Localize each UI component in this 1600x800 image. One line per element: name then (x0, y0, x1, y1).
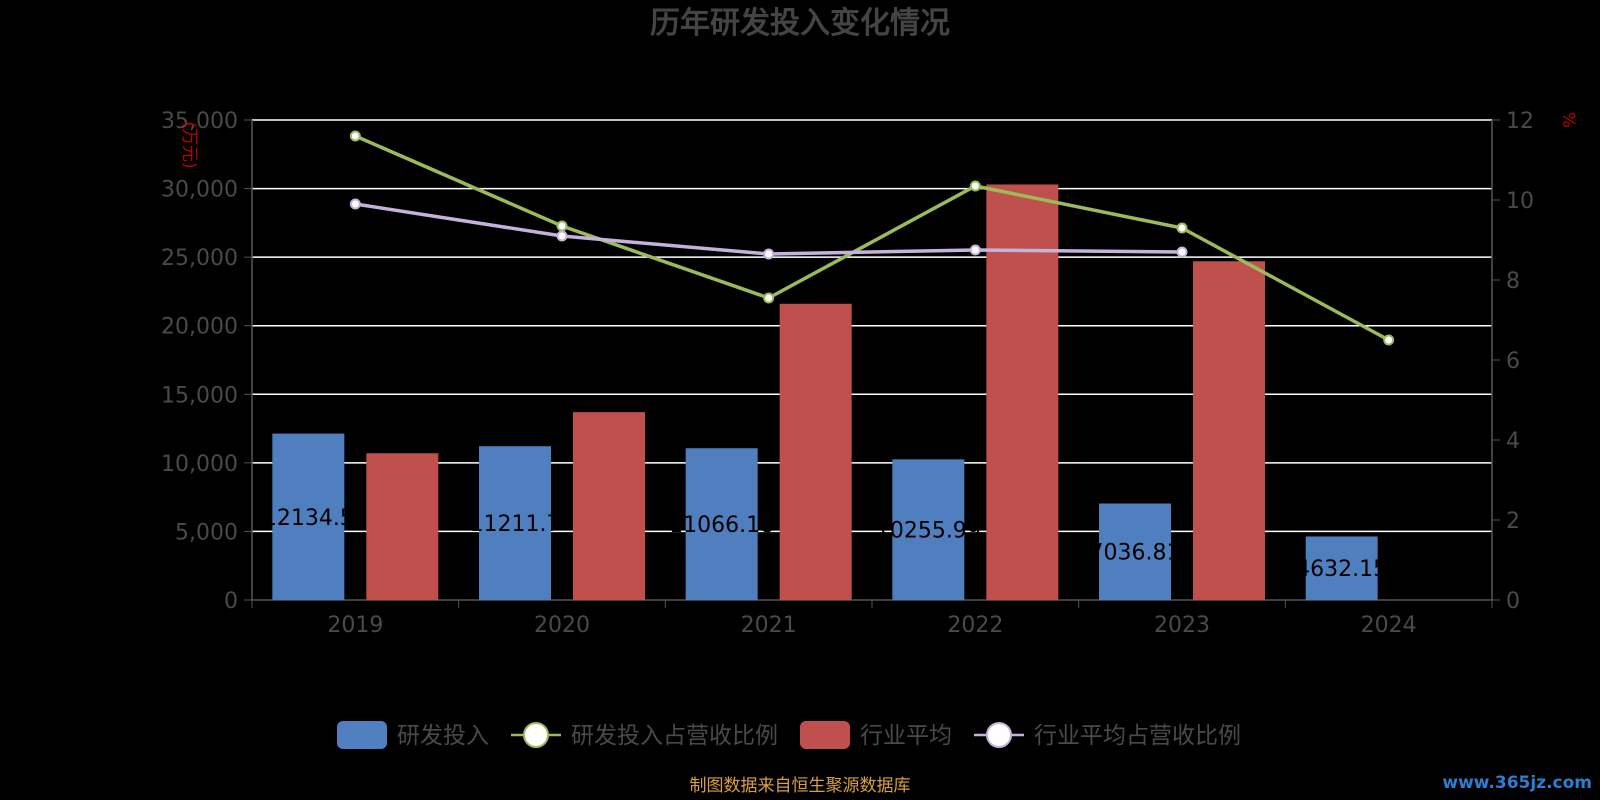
point-研发投入占营收比例 (969, 180, 981, 192)
bar-label: 4632.15 (1296, 557, 1387, 582)
bar-行业平均-2023 (1193, 261, 1265, 600)
legend-marker-研发投入占营收比例 (523, 722, 549, 748)
bar-行业平均-2021 (779, 303, 852, 600)
right-tick-label: 4 (1506, 429, 1520, 454)
right-axis-unit: % (1558, 112, 1578, 128)
x-tick-label: 2022 (947, 613, 1003, 638)
point-行业平均占营收比例 (969, 244, 981, 256)
point-研发投入占营收比例 (556, 220, 568, 232)
x-tick-label: 2019 (327, 613, 383, 638)
left-tick-label: 30,000 (161, 178, 238, 203)
point-研发投入占营收比例 (1383, 334, 1395, 346)
legend-swatch-研发投入 (337, 721, 387, 749)
point-研发投入占营收比例 (1176, 222, 1188, 234)
point-研发投入占营收比例 (763, 292, 775, 304)
bar-研发投入-2024 (1305, 536, 1378, 600)
line-研发投入占营收比例 (354, 134, 1390, 342)
bars (272, 184, 1378, 600)
source-note: 制图数据来自恒生聚源数据库 (690, 776, 911, 796)
bar-label: 12134.5 (263, 506, 354, 531)
point-行业平均占营收比例 (1176, 246, 1188, 258)
point-行业平均占营收比例 (763, 248, 775, 260)
point-研发投入占营收比例 (349, 130, 361, 142)
bar-行业平均-2022 (986, 184, 1059, 600)
left-tick-label: 0 (224, 589, 238, 614)
left-tick-label: 35,000 (161, 109, 238, 134)
bar-行业平均-2019 (366, 453, 439, 600)
right-tick-label: 6 (1506, 349, 1520, 374)
bar-labels: 12134.5 11211.7 11066.18 10255.99 7036.81 463… (263, 506, 1387, 582)
grid-lines (252, 119, 1492, 533)
legend: 研发投入 研发投入占营收比例 行业平均 行业平均占营收比例 (337, 721, 1241, 749)
bar-研发投入-2019 (272, 433, 345, 600)
right-tick-label: 2 (1506, 509, 1520, 534)
right-tick-label: 0 (1506, 589, 1520, 614)
bar-label: 11066.18 (669, 513, 774, 538)
bar-label: 7036.81 (1090, 541, 1181, 566)
watermark: www.365jz.com (1442, 773, 1592, 793)
left-tick-label: 5,000 (175, 520, 238, 545)
chart-title: 历年研发投入变化情况 (650, 6, 950, 41)
bar-label: 10255.99 (876, 519, 981, 544)
x-tick-label: 2020 (534, 613, 590, 638)
series-lines (349, 130, 1395, 346)
bar-行业平均-2020 (573, 412, 645, 600)
right-tick-label: 12 (1506, 109, 1534, 134)
bar-研发投入-2020 (479, 446, 551, 600)
x-tick-label: 2024 (1361, 613, 1417, 638)
axes: 0 5,000 10,000 15,000 20,000 25,000 30,000 35,0… (161, 109, 1534, 638)
point-行业平均占营收比例 (556, 230, 568, 242)
legend-label: 研发投入占营收比例 (571, 723, 778, 749)
point-行业平均占营收比例 (349, 198, 361, 210)
legend-marker-行业平均占营收比例 (986, 722, 1012, 748)
legend-swatch-行业平均 (800, 721, 850, 749)
left-tick-label: 25,000 (161, 246, 238, 271)
right-tick-label: 8 (1506, 269, 1520, 294)
x-tick-label: 2023 (1154, 613, 1210, 638)
bar-研发投入-2021 (685, 448, 758, 600)
left-tick-label: 10,000 (161, 452, 238, 477)
bar-研发投入-2022 (892, 459, 965, 600)
left-axis-unit: (万元) (179, 121, 199, 168)
legend-label: 行业平均 (860, 723, 952, 749)
bar-研发投入-2023 (1099, 503, 1171, 600)
x-tick-label: 2021 (741, 613, 797, 638)
right-tick-label: 10 (1506, 189, 1534, 214)
left-tick-label: 20,000 (161, 315, 238, 340)
legend-label: 行业平均占营收比例 (1034, 723, 1241, 749)
bar-label: 11211.7 (470, 512, 561, 537)
legend-label: 研发投入 (397, 723, 489, 749)
left-tick-label: 15,000 (161, 383, 238, 408)
